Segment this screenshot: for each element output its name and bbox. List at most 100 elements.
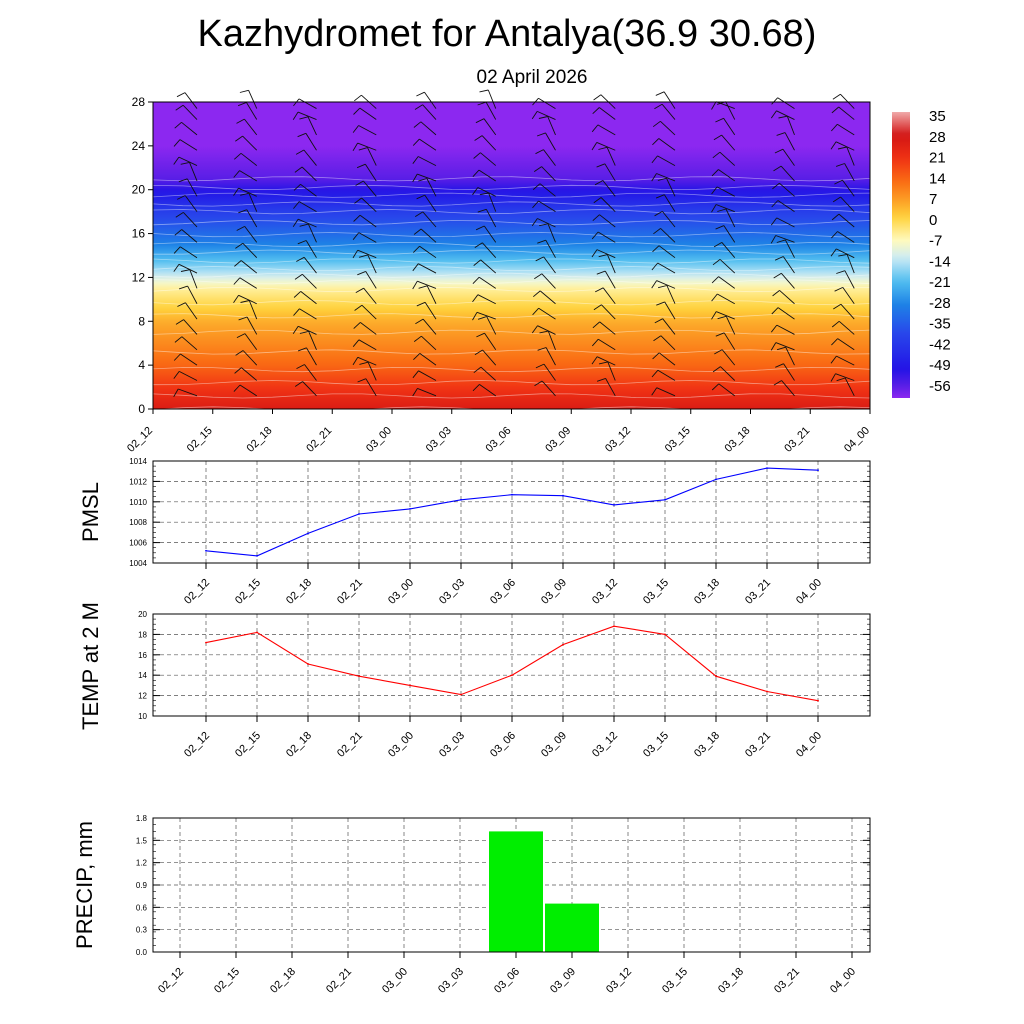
wind-barb-feather bbox=[531, 325, 538, 334]
wind-barb bbox=[478, 276, 497, 289]
wind-barb bbox=[178, 156, 198, 167]
x-tick-label: 03_15 bbox=[641, 730, 671, 760]
wind-barb-feather bbox=[771, 200, 779, 208]
wind-barb bbox=[246, 316, 258, 335]
wind-barb-feather bbox=[173, 139, 181, 147]
wind-barb bbox=[718, 383, 736, 397]
wind-barb bbox=[775, 235, 795, 243]
wind-barb bbox=[777, 307, 795, 320]
wind-barb-feather bbox=[180, 161, 190, 165]
wind-barb-feather bbox=[653, 335, 662, 342]
x-tick-label: 03_03 bbox=[437, 730, 467, 760]
wind-barb-feather bbox=[830, 123, 838, 132]
colorbar: 35 28 21 14 7 0 -7 -14 -21 -28 -35 -42 -49 -56 bbox=[892, 108, 951, 398]
wind-barb-feather bbox=[834, 179, 843, 185]
wind-barb bbox=[239, 384, 257, 397]
wind-barb-feather bbox=[652, 352, 660, 360]
heatmap-field bbox=[153, 102, 870, 409]
wind-barb-feather bbox=[412, 156, 419, 164]
wind-barb bbox=[239, 170, 257, 182]
wind-barb-feather bbox=[591, 124, 599, 133]
wind-barb-feather bbox=[474, 135, 483, 141]
wind-barb-feather bbox=[711, 383, 720, 391]
wind-barb bbox=[779, 182, 795, 197]
heatmap-y-tick-label: 28 bbox=[132, 95, 146, 109]
y-tick-label: 0.0 bbox=[136, 948, 148, 957]
wind-barb bbox=[719, 151, 736, 166]
wind-barb bbox=[482, 242, 497, 258]
wind-barb bbox=[606, 147, 616, 166]
wind-barb bbox=[721, 349, 736, 366]
wind-barb bbox=[480, 366, 497, 381]
wind-barb bbox=[604, 163, 616, 182]
wind-barb-feather bbox=[591, 142, 598, 151]
wind-barb bbox=[480, 152, 497, 166]
wind-barb-feather bbox=[299, 116, 309, 120]
wind-barb-feather bbox=[353, 107, 361, 115]
contour-line bbox=[152, 242, 871, 248]
wind-barb bbox=[300, 291, 317, 305]
wind-barb bbox=[420, 121, 437, 136]
wind-barb bbox=[657, 369, 676, 381]
wind-barb-feather bbox=[770, 235, 777, 244]
x-tick-label: 02_12 bbox=[182, 577, 212, 607]
wind-barb-feather bbox=[412, 280, 418, 290]
wind-barb-feather bbox=[355, 287, 364, 293]
wind-barb-feather bbox=[412, 370, 419, 379]
wind-barb bbox=[483, 225, 497, 243]
wind-barb bbox=[244, 118, 258, 136]
wind-barb bbox=[838, 320, 855, 335]
y-tick-label: 14 bbox=[138, 671, 147, 680]
temp2m-point bbox=[511, 674, 513, 677]
x-tick-label: 03_06 bbox=[492, 966, 522, 996]
wind-barb bbox=[840, 93, 855, 109]
contour-line bbox=[153, 249, 871, 255]
wind-barb bbox=[186, 178, 198, 197]
wind-barb bbox=[301, 166, 317, 182]
wind-barb-feather bbox=[537, 239, 546, 244]
x-tick-label: 03_09 bbox=[539, 577, 569, 607]
x-tick-label: 02_18 bbox=[284, 577, 314, 607]
wind-barb-feather bbox=[476, 332, 485, 338]
wind-barb-feather bbox=[713, 242, 723, 248]
wind-barb bbox=[664, 301, 676, 320]
wind-barb-feather bbox=[656, 301, 665, 306]
heatmap-y-tick-label: 0 bbox=[138, 402, 145, 416]
wind-barb-feather bbox=[293, 201, 300, 209]
wind-barb-feather bbox=[414, 211, 424, 217]
wind-barb-feather bbox=[299, 330, 309, 334]
wind-barb-feather bbox=[532, 307, 540, 316]
wind-barb-feather bbox=[654, 103, 663, 110]
wind-barb bbox=[538, 97, 556, 109]
wind-barb bbox=[487, 89, 497, 109]
wind-barb-feather bbox=[472, 294, 479, 303]
wind-barb bbox=[248, 300, 258, 320]
colorbar-label: 28 bbox=[929, 129, 946, 146]
wind-barb-feather bbox=[178, 285, 188, 290]
wind-barb bbox=[837, 123, 855, 136]
wind-barb bbox=[367, 254, 377, 274]
wind-barb-feather bbox=[352, 125, 359, 133]
wind-barb-feather bbox=[833, 303, 842, 310]
wind-barb bbox=[181, 229, 198, 243]
wind-barb bbox=[599, 321, 616, 335]
wind-barb-feather bbox=[831, 106, 839, 114]
heatmap-y-tick-label: 20 bbox=[132, 183, 146, 197]
wind-barb bbox=[484, 332, 497, 351]
wind-barb-feather bbox=[836, 270, 846, 274]
wind-barb bbox=[781, 380, 795, 397]
wind-barb bbox=[537, 110, 556, 120]
x-tick-label: 03_00 bbox=[386, 577, 416, 607]
temp2m-point bbox=[409, 684, 411, 687]
y-tick-label: 0.3 bbox=[136, 926, 148, 935]
wind-barb bbox=[488, 192, 497, 212]
wind-barb-feather bbox=[474, 242, 483, 248]
contour-line bbox=[152, 329, 871, 335]
wind-barb bbox=[720, 366, 736, 381]
wind-barb bbox=[483, 118, 497, 136]
colorbar-scale bbox=[892, 112, 910, 398]
wind-barb bbox=[600, 197, 616, 212]
wind-barb bbox=[537, 218, 556, 228]
wind-barb bbox=[656, 173, 676, 182]
wind-barb-feather bbox=[173, 371, 180, 379]
